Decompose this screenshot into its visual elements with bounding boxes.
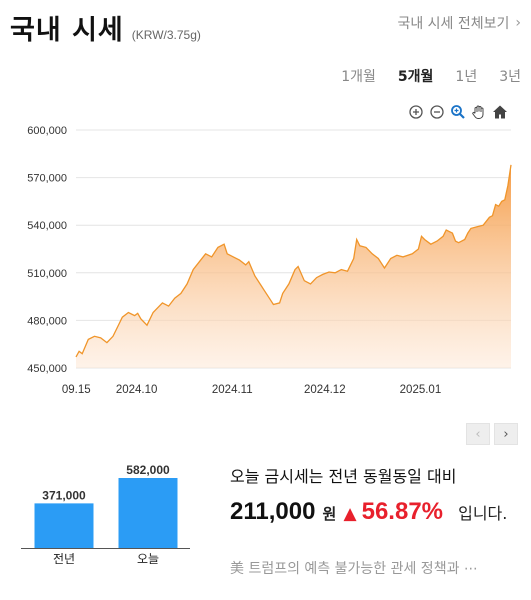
unit-label: (KRW/3.75g) bbox=[131, 28, 201, 42]
yoy-bar-chart: 371,000 전년 582,000 오늘 bbox=[21, 463, 190, 566]
x-tick-label: 09.15 bbox=[62, 384, 91, 396]
chart-toolbar bbox=[408, 104, 508, 120]
price-area bbox=[76, 164, 511, 368]
bar-1 bbox=[118, 478, 178, 548]
summary-text: 오늘 금시세는 전년 동월동일 대비 bbox=[230, 467, 457, 486]
y-tick-label: 540,000 bbox=[27, 220, 67, 232]
y-tick-label: 510,000 bbox=[27, 268, 67, 280]
bar-category-label: 오늘 bbox=[137, 552, 159, 566]
price-line bbox=[75, 164, 512, 358]
zoom-out-icon[interactable] bbox=[429, 104, 445, 120]
gold-price-chart: 600,000 570,000 540,000 510,000 480,000 450,0… bbox=[27, 125, 512, 396]
summary-tail: 입니다. bbox=[458, 504, 508, 523]
up-arrow-icon: ▲ bbox=[343, 504, 357, 524]
bar-value-label: 371,000 bbox=[42, 488, 86, 502]
header: 국내 시세 (KRW/3.75g) bbox=[10, 8, 201, 46]
prev-button[interactable]: ‹ bbox=[466, 423, 490, 445]
bar-value-label: 582,000 bbox=[126, 463, 170, 477]
yoy-summary: 오늘 금시세는 전년 동월동일 대비 211,000 원 ▲ 56.87% 입니… bbox=[230, 463, 520, 529]
diff-amount: 211,000 bbox=[230, 498, 316, 525]
tab-3-years[interactable]: 3년 bbox=[499, 69, 521, 85]
x-tick-label: 2025.01 bbox=[400, 384, 442, 396]
currency-label: 원 bbox=[322, 505, 337, 523]
view-all-link[interactable]: 국내 시세 전체보기 › bbox=[397, 13, 521, 33]
chevron-right-icon: › bbox=[515, 15, 521, 31]
news-headline-link[interactable]: 美 트럼프의 예측 불가능한 관세 정책과 ⋯ bbox=[230, 561, 478, 577]
x-tick-label: 2024.12 bbox=[304, 384, 346, 396]
tab-1-month[interactable]: 1개월 bbox=[341, 69, 376, 85]
view-all-label: 국내 시세 전체보기 bbox=[397, 16, 510, 32]
chart-pager: ‹ › bbox=[466, 423, 518, 445]
page-title: 국내 시세 bbox=[10, 15, 124, 46]
bar-0 bbox=[34, 503, 94, 548]
bar-category-label: 전년 bbox=[53, 552, 75, 566]
period-tabs: 1개월 5개월 1년 3년 bbox=[341, 66, 521, 86]
y-tick-label: 600,000 bbox=[27, 125, 67, 137]
pan-hand-icon[interactable] bbox=[471, 104, 487, 120]
tab-1-year[interactable]: 1년 bbox=[455, 69, 478, 85]
y-tick-label: 450,000 bbox=[27, 363, 67, 375]
home-icon[interactable] bbox=[492, 104, 508, 120]
tab-5-months[interactable]: 5개월 bbox=[397, 69, 434, 85]
next-button[interactable]: › bbox=[494, 423, 518, 445]
percent-change: 56.87% bbox=[361, 498, 444, 525]
x-tick-label: 2024.11 bbox=[212, 384, 253, 396]
y-tick-label: 570,000 bbox=[27, 173, 67, 185]
zoom-in-icon[interactable] bbox=[408, 104, 424, 120]
magnifier-icon[interactable] bbox=[450, 104, 466, 120]
y-tick-label: 480,000 bbox=[27, 315, 67, 327]
summary-figures: 211,000 원 ▲ 56.87% 입니다. bbox=[230, 497, 520, 529]
x-tick-label: 2024.10 bbox=[116, 384, 158, 396]
